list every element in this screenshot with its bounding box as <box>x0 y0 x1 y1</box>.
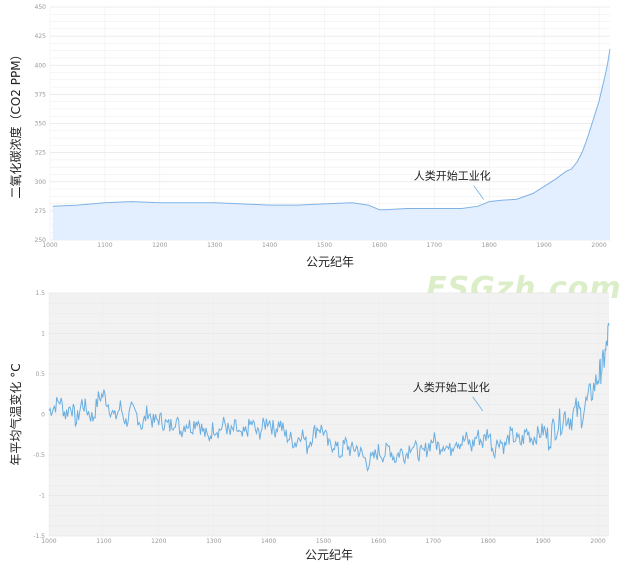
x-tick-label: 1100 <box>97 242 112 249</box>
x-tick-label: 1000 <box>41 538 56 545</box>
x-tick-label: 1800 <box>481 538 496 545</box>
temperature-annotation-arrow <box>472 396 484 412</box>
co2-chart: 1000 1100 1200 1300 1400 1500 1600 1700 1800 1900… <box>8 4 611 269</box>
co2-x-axis-title: 公元纪年 <box>306 255 354 269</box>
y-tick-label: 250 <box>35 237 47 244</box>
x-tick-label: 1200 <box>152 242 167 249</box>
temperature-y-ticks: -1.5 -1 -0.5 0 0.5 1 1.5 <box>33 290 45 540</box>
x-tick-label: 1700 <box>426 538 441 545</box>
x-tick-label: 1500 <box>317 242 332 249</box>
temperature-grid <box>48 292 609 537</box>
y-tick-label: -0.5 <box>33 452 45 459</box>
y-tick-label: 425 <box>35 33 47 40</box>
y-tick-label: 0 <box>41 412 45 419</box>
temperature-x-ticks: 1000 1100 1200 1300 1400 1500 1600 1700 1800 1900… <box>41 538 605 545</box>
y-tick-label: 275 <box>35 208 47 215</box>
x-tick-label: 1200 <box>151 538 166 545</box>
y-tick-label: 325 <box>35 150 47 157</box>
temperature-annotation-label: 人类开始工业化 <box>413 380 490 394</box>
x-tick-label: 1600 <box>372 242 387 249</box>
co2-x-ticks: 1000 1100 1200 1300 1400 1500 1600 1700 1800 1900… <box>42 242 606 249</box>
y-tick-label: 375 <box>35 91 47 98</box>
co2-line <box>52 48 611 211</box>
y-tick-label: -1 <box>39 493 45 500</box>
temperature-y-axis-title: 年平均气温变化 °C <box>8 363 23 465</box>
co2-annotation-label: 人类开始工业化 <box>414 169 491 183</box>
y-tick-label: 300 <box>35 179 47 186</box>
y-tick-label: 0.5 <box>35 371 45 378</box>
temperature-chart: 1000 1100 1200 1300 1400 1500 1600 1700 1800 1900… <box>8 290 610 562</box>
x-tick-label: 1500 <box>316 538 331 545</box>
x-tick-label: 1900 <box>536 242 551 249</box>
y-tick-label: 350 <box>35 121 47 128</box>
y-tick-label: 450 <box>35 4 47 11</box>
temperature-line <box>48 323 610 472</box>
temperature-x-axis-title: 公元纪年 <box>305 548 353 562</box>
x-tick-label: 1400 <box>261 538 276 545</box>
x-tick-label: 1600 <box>371 538 386 545</box>
co2-y-axis-title: 二氧化碳浓度（CO2 PPM） <box>8 48 23 198</box>
y-tick-label: -1.5 <box>33 533 45 540</box>
x-tick-label: 1300 <box>207 242 222 249</box>
x-tick-label: 1400 <box>262 242 277 249</box>
x-tick-label: 1900 <box>535 538 550 545</box>
x-tick-label: 1300 <box>206 538 221 545</box>
y-tick-label: 400 <box>35 62 47 69</box>
x-tick-label: 1000 <box>42 242 57 249</box>
co2-annotation-arrow <box>473 185 485 200</box>
y-tick-label: 1.5 <box>35 290 45 297</box>
x-tick-label: 1100 <box>96 538 111 545</box>
co2-y-ticks: 250 275 300 325 350 375 400 425 450 <box>35 4 47 244</box>
x-tick-label: 1700 <box>427 242 442 249</box>
x-tick-label: 2000 <box>590 538 605 545</box>
co2-area <box>52 48 610 241</box>
x-tick-label: 1800 <box>482 242 497 249</box>
x-tick-label: 2000 <box>591 242 606 249</box>
y-tick-label: 1 <box>41 331 45 338</box>
